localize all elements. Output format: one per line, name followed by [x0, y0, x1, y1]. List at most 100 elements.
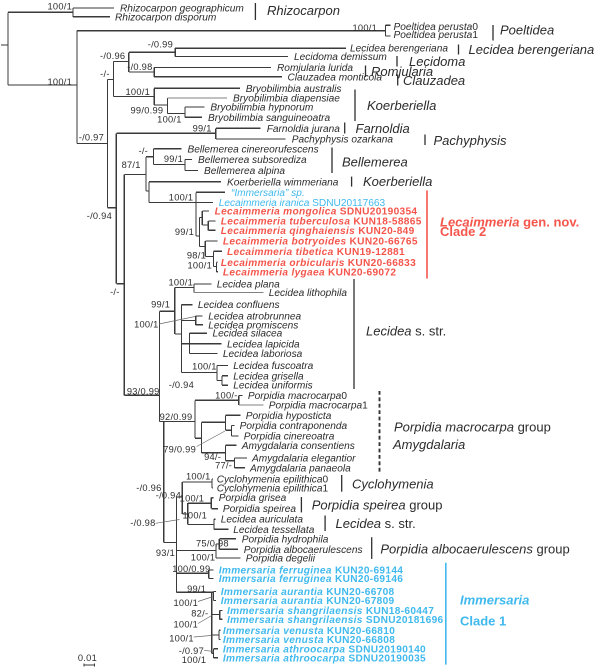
svg-text:Lecaimmeria botryoides KUN20-6: Lecaimmeria botryoides KUN20-66765: [223, 237, 418, 248]
svg-text:100/1: 100/1: [47, 77, 72, 87]
svg-text:-/0.97: -/0.97: [179, 646, 204, 656]
svg-text:Lecidea lithophila: Lecidea lithophila: [269, 288, 348, 299]
svg-text:100/1: 100/1: [173, 598, 198, 608]
svg-text:77/-: 77/-: [215, 461, 232, 471]
svg-text:-/0.98: -/0.98: [127, 62, 152, 72]
svg-text:Immersaria shangrilaensis KUN1: Immersaria shangrilaensis KUN18-60447: [227, 606, 434, 617]
svg-text:100/0.99: 100/0.99: [172, 564, 210, 574]
svg-text:Lecidea berengeriana: Lecidea berengeriana: [350, 44, 448, 55]
svg-text:Bryobilimbia hypnorum: Bryobilimbia hypnorum: [210, 103, 313, 114]
svg-text:Immersaria venusta KUN20-66808: Immersaria venusta KUN20-66808: [223, 635, 395, 646]
svg-text:-/0.97: -/0.97: [79, 133, 104, 143]
svg-text:Porpidia macrocarpa1: Porpidia macrocarpa1: [269, 400, 368, 411]
svg-text:Lecidea promiscens: Lecidea promiscens: [208, 320, 298, 331]
svg-text:Lecidea s. str.: Lecidea s. str.: [366, 323, 446, 338]
svg-text:Amygdalaria: Amygdalaria: [392, 437, 465, 452]
svg-text:0.01: 0.01: [78, 653, 97, 663]
svg-text:Koerberiella: Koerberiella: [367, 98, 436, 113]
svg-text:Farnoldia: Farnoldia: [356, 121, 410, 136]
svg-text:100/1: 100/1: [180, 493, 205, 503]
svg-text:Bryobilimbia sanguineoatra: Bryobilimbia sanguineoatra: [208, 113, 331, 124]
svg-text:Porpidia speirea group: Porpidia speirea group: [312, 498, 443, 513]
svg-text:93/0.99: 93/0.99: [127, 386, 160, 396]
svg-text:-/0.94: -/0.94: [87, 211, 112, 221]
svg-text:Amygdalaria consentiens: Amygdalaria consentiens: [241, 441, 355, 452]
svg-text:92/0.99: 92/0.99: [160, 412, 193, 422]
svg-text:98/1: 98/1: [187, 251, 206, 261]
svg-text:Lecidea uniformis: Lecidea uniformis: [233, 381, 312, 392]
svg-text:Bellemerea alpina: Bellemerea alpina: [204, 166, 285, 177]
svg-text:Lecidea silacea: Lecidea silacea: [213, 329, 283, 340]
svg-text:Porpidia grisea: Porpidia grisea: [219, 493, 287, 504]
svg-text:100/1: 100/1: [352, 23, 377, 33]
svg-text:100/1: 100/1: [182, 511, 207, 521]
svg-text:100/1: 100/1: [187, 261, 212, 271]
svg-text:Immersaria: Immersaria: [460, 593, 529, 608]
svg-text:93/1: 93/1: [156, 548, 175, 558]
svg-text:75/0.98: 75/0.98: [196, 538, 229, 548]
svg-text:Rhizocarpon disporum: Rhizocarpon disporum: [115, 12, 216, 23]
svg-text:Lecidea laboriosa: Lecidea laboriosa: [223, 349, 303, 360]
svg-text:Bryobilimbia diapensiae: Bryobilimbia diapensiae: [233, 93, 340, 104]
svg-text:Farnoldia jurana: Farnoldia jurana: [267, 124, 341, 135]
svg-text:Lecidea s. str.: Lecidea s. str.: [336, 516, 416, 531]
svg-text:82/-: 82/-: [191, 609, 208, 619]
svg-text:Lecaimmeria qinghaiensis KUN20: Lecaimmeria qinghaiensis KUN20-849: [221, 226, 415, 237]
svg-text:Immersaria athroocarpa SDNU201: Immersaria athroocarpa SDNU20190140: [223, 644, 426, 655]
svg-text:-/0.99: -/0.99: [148, 40, 173, 50]
svg-text:Rhizocarpon: Rhizocarpon: [267, 3, 340, 18]
svg-text:Lecidea confluens: Lecidea confluens: [198, 300, 280, 311]
svg-text:-/0.98: -/0.98: [130, 518, 155, 528]
svg-text:100/1: 100/1: [157, 115, 182, 125]
svg-text:94/-: 94/-: [204, 452, 221, 462]
svg-text:-/-: -/-: [100, 69, 110, 79]
svg-text:Porpidia contraponenda: Porpidia contraponenda: [240, 421, 348, 432]
svg-text:Clade 1: Clade 1: [460, 614, 506, 629]
svg-text:100/1: 100/1: [182, 655, 207, 665]
svg-text:Lecidea atrobrunnea: Lecidea atrobrunnea: [208, 312, 301, 323]
svg-text:Bellemerea: Bellemerea: [342, 155, 408, 170]
svg-text:Cyclohymenia: Cyclohymenia: [352, 476, 434, 491]
svg-text:100/1: 100/1: [47, 2, 72, 12]
svg-text:Lecaimmeria tibetica KUN19-128: Lecaimmeria tibetica KUN19-12881: [227, 247, 405, 258]
svg-text:99/1: 99/1: [151, 299, 170, 309]
svg-text:Cyclohymenia epilithica1: Cyclohymenia epilithica1: [217, 484, 329, 495]
svg-text:Bellemerea subsorediza: Bellemerea subsorediza: [198, 155, 307, 166]
svg-text:Lecidea berengeriana: Lecidea berengeriana: [469, 42, 595, 57]
svg-text:-/-: -/-: [110, 287, 120, 297]
svg-text:99/1: 99/1: [193, 124, 212, 134]
svg-text:Bryobilimbia australis: Bryobilimbia australis: [246, 84, 342, 95]
svg-text:Porpidia hydrophila: Porpidia hydrophila: [242, 534, 329, 545]
svg-text:Clauzadea: Clauzadea: [403, 73, 465, 88]
svg-text:Immersaria ferruginea KUN20-69: Immersaria ferruginea KUN20-69146: [219, 574, 404, 585]
svg-text:100/1: 100/1: [173, 620, 198, 630]
svg-text:Lecidea plana: Lecidea plana: [217, 280, 280, 291]
svg-text:Lecaimmeria tuberculosa KUN18-: Lecaimmeria tuberculosa KUN18-58865: [221, 217, 422, 228]
svg-text:Romjularia: Romjularia: [371, 64, 433, 79]
svg-text:Porpidia speirea: Porpidia speirea: [223, 504, 297, 515]
svg-text:100/1: 100/1: [134, 320, 159, 330]
svg-text:Lecidea lapicida: Lecidea lapicida: [227, 339, 300, 350]
svg-text:Amygdalaria panaeola: Amygdalaria panaeola: [249, 463, 351, 474]
svg-text:-/0.94: -/0.94: [156, 491, 181, 501]
svg-text:-/0.94: -/0.94: [169, 380, 194, 390]
svg-text:Porpidia albocaerulescens: Porpidia albocaerulescens: [244, 545, 363, 556]
svg-text:Koerberiella wimmeriana: Koerberiella wimmeriana: [227, 177, 339, 188]
svg-text:Lecidea auriculata: Lecidea auriculata: [221, 515, 304, 526]
svg-text:Lecaimmeria lygaea KUN20-69072: Lecaimmeria lygaea KUN20-69072: [223, 267, 396, 278]
svg-text:87/1: 87/1: [122, 160, 141, 170]
svg-text:Clade 2: Clade 2: [440, 224, 486, 239]
svg-text:Immersaria shangrilaensis SDNU: Immersaria shangrilaensis SDNU20181696: [227, 615, 444, 626]
svg-text:Porpidia hyposticta: Porpidia hyposticta: [246, 411, 332, 422]
svg-text:Lecidea fuscoatra: Lecidea fuscoatra: [233, 361, 313, 372]
svg-text:Pachyphysis ozarkana: Pachyphysis ozarkana: [292, 135, 394, 146]
svg-text:Pachyphysis: Pachyphysis: [434, 133, 507, 148]
svg-text:100/1: 100/1: [168, 278, 193, 288]
svg-text:-/-: -/-: [138, 146, 148, 156]
svg-text:Poeltidea perusta1: Poeltidea perusta1: [394, 30, 479, 41]
svg-text:Immersaria aurantia KUN20-6780: Immersaria aurantia KUN20-67809: [221, 596, 395, 607]
svg-text:99/1: 99/1: [164, 154, 183, 164]
svg-text:Immersaria ferruginea KUN20-69: Immersaria ferruginea KUN20-69144: [219, 566, 404, 577]
svg-text:Lecaimmeria mongolica SDNU2019: Lecaimmeria mongolica SDNU20190354: [215, 207, 418, 218]
svg-text:100/1: 100/1: [169, 192, 194, 202]
